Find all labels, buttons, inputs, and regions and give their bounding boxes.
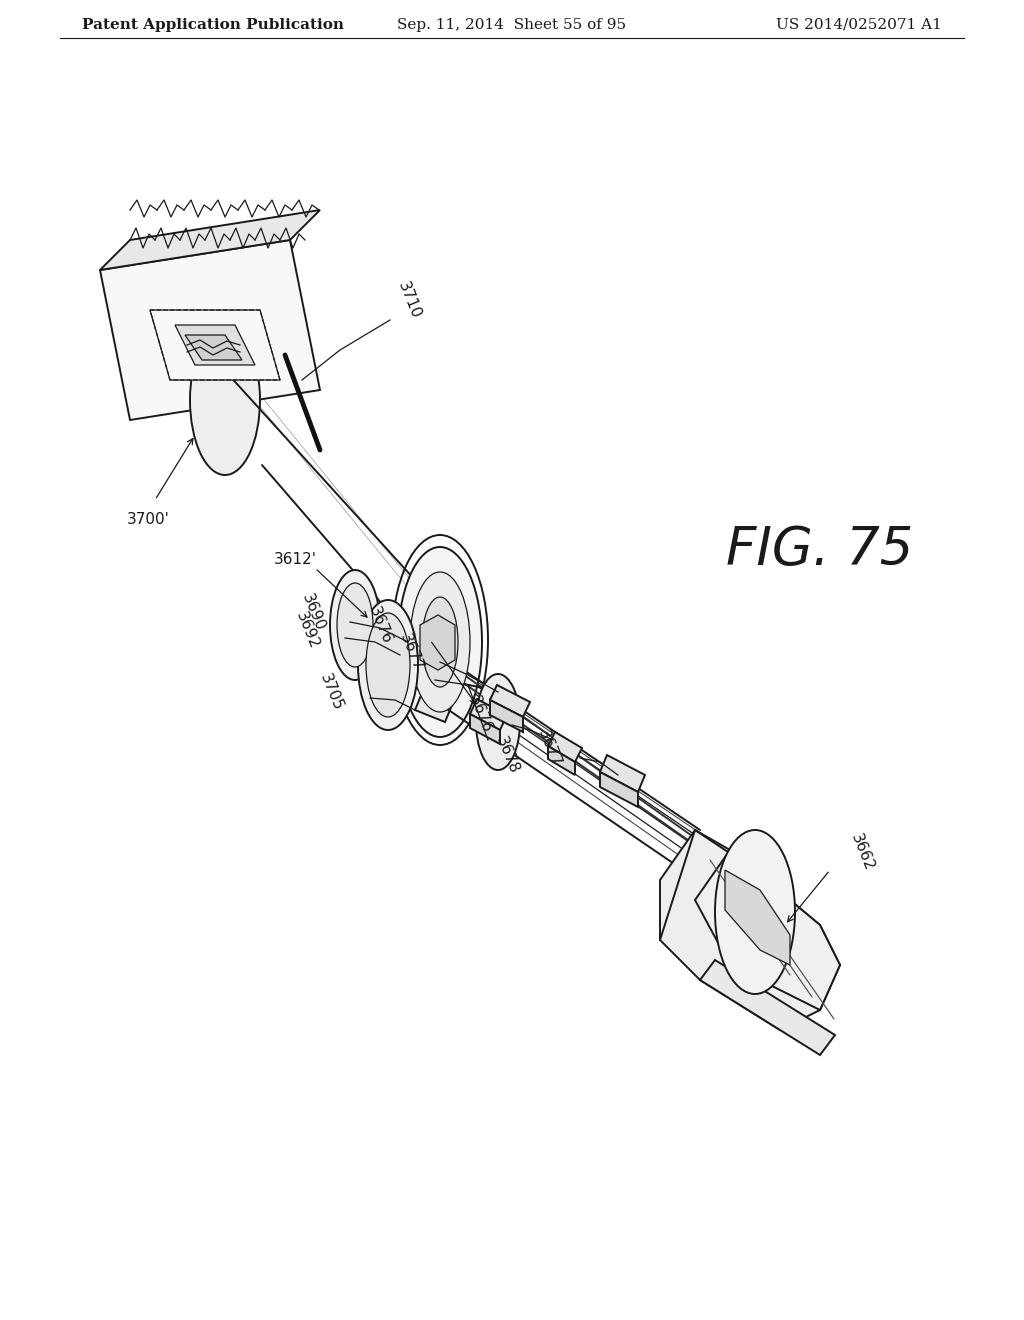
Polygon shape [100, 210, 319, 271]
Text: 3692: 3692 [294, 609, 322, 651]
Polygon shape [185, 335, 242, 360]
Polygon shape [100, 240, 319, 420]
Text: 3676: 3676 [367, 605, 395, 645]
Polygon shape [600, 772, 638, 807]
Polygon shape [490, 685, 530, 717]
Ellipse shape [715, 830, 795, 994]
Text: 3678: 3678 [493, 734, 521, 776]
Text: 3710: 3710 [395, 280, 423, 321]
Text: US 2014/0252071 A1: US 2014/0252071 A1 [776, 18, 942, 32]
Text: Patent Application Publication: Patent Application Publication [82, 18, 344, 32]
Ellipse shape [422, 597, 458, 686]
Text: Sep. 11, 2014  Sheet 55 of 95: Sep. 11, 2014 Sheet 55 of 95 [397, 18, 627, 32]
Polygon shape [700, 960, 835, 1055]
Ellipse shape [358, 601, 418, 730]
Text: 3700': 3700' [127, 512, 169, 528]
Text: 3705: 3705 [316, 672, 345, 713]
Polygon shape [150, 310, 280, 380]
Text: 3612': 3612' [273, 553, 316, 568]
Text: 3662: 3662 [848, 832, 877, 873]
Polygon shape [470, 714, 500, 744]
Ellipse shape [366, 612, 410, 717]
Polygon shape [420, 615, 455, 671]
Ellipse shape [190, 325, 260, 475]
Text: 3677: 3677 [535, 727, 563, 768]
Polygon shape [548, 746, 575, 775]
Ellipse shape [330, 570, 380, 680]
Polygon shape [490, 700, 523, 733]
Text: FIG. 75: FIG. 75 [726, 524, 913, 576]
Text: 3677: 3677 [396, 631, 425, 673]
Polygon shape [600, 755, 645, 792]
Ellipse shape [337, 583, 373, 667]
Polygon shape [660, 830, 840, 1030]
Polygon shape [345, 601, 390, 672]
Ellipse shape [410, 572, 470, 711]
Polygon shape [415, 693, 452, 722]
Text: 3676: 3676 [467, 693, 495, 735]
Polygon shape [175, 325, 255, 366]
Text: 3690: 3690 [300, 591, 328, 632]
Polygon shape [725, 870, 790, 965]
Polygon shape [695, 850, 840, 1010]
Polygon shape [548, 733, 582, 762]
Polygon shape [470, 700, 507, 730]
Ellipse shape [476, 675, 520, 770]
Ellipse shape [398, 546, 482, 737]
